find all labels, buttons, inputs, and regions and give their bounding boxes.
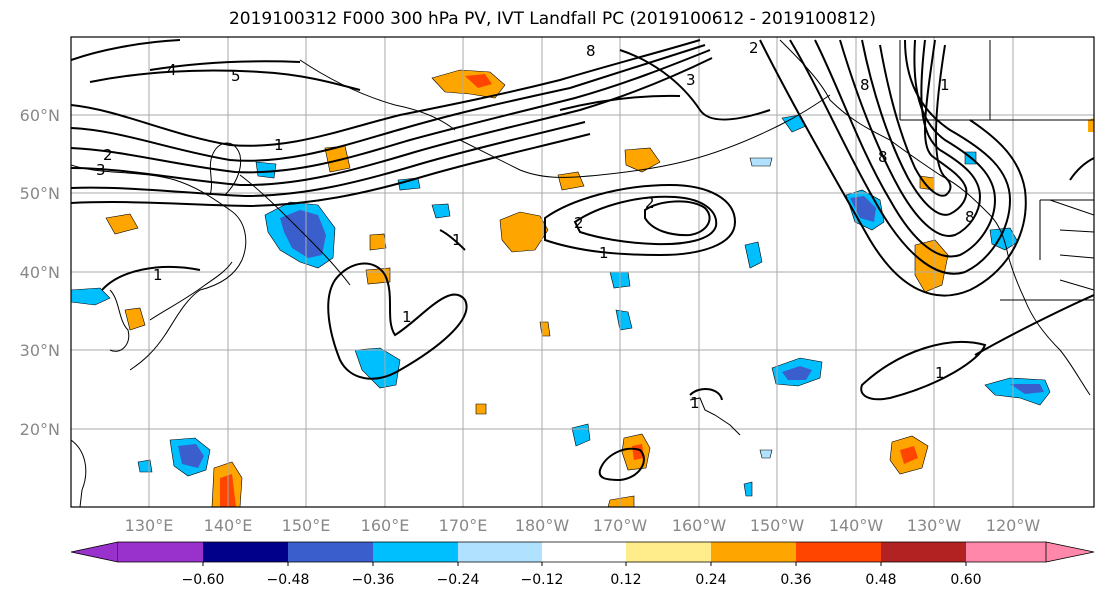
colorbar-bin bbox=[881, 542, 966, 562]
colorbar: −0.60 −0.48 −0.36 −0.24 −0.12 0.12 0.24 … bbox=[70, 541, 1095, 588]
lon-label: 170°E bbox=[439, 516, 488, 535]
colorbar-tick-label: 0.12 bbox=[610, 572, 641, 588]
contour-label: 8 bbox=[965, 208, 975, 226]
contour-label: 1 bbox=[153, 266, 163, 284]
contour-label: 2 bbox=[645, 194, 655, 212]
contour-label: 8 bbox=[860, 76, 870, 94]
longitude-labels: 130°E 140°E 150°E 160°E 170°E 180°W 170°… bbox=[125, 516, 1041, 535]
colorbar-tick-label: −0.48 bbox=[267, 572, 310, 588]
lon-label: 180°W bbox=[515, 516, 570, 535]
contour-label: 8 bbox=[586, 42, 596, 60]
contour-label: 1 bbox=[935, 364, 945, 382]
colorbar-tick-label: −0.24 bbox=[437, 572, 480, 588]
contour-label: 4 bbox=[167, 61, 177, 79]
colorbar-bin bbox=[542, 542, 626, 562]
lon-label: 140°W bbox=[829, 516, 884, 535]
lat-label: 40°N bbox=[20, 263, 60, 282]
colorbar-tick-label: −0.60 bbox=[182, 572, 225, 588]
contour-label: 3 bbox=[96, 161, 106, 179]
colorbar-bin bbox=[966, 542, 1046, 562]
latitude-labels: 60°N 50°N 40°N 30°N 20°N bbox=[20, 106, 60, 439]
lon-label: 130°E bbox=[125, 516, 174, 535]
contour-label: 3 bbox=[686, 71, 696, 89]
lon-label: 120°W bbox=[986, 516, 1041, 535]
contour-label: 2 bbox=[574, 214, 584, 232]
colorbar-bin bbox=[458, 542, 542, 562]
lon-label: 140°E bbox=[204, 516, 253, 535]
colorbar-extend-high bbox=[1045, 541, 1095, 563]
colorbar-bin bbox=[711, 542, 796, 562]
colorbar-bin bbox=[626, 542, 711, 562]
contour-label: 1 bbox=[599, 244, 609, 262]
colorbar-tick-label: 0.36 bbox=[780, 572, 811, 588]
colorbar-tick-label: 0.60 bbox=[950, 572, 981, 588]
coastlines bbox=[71, 39, 1094, 507]
colorbar-bin bbox=[796, 542, 881, 562]
lon-label: 150°E bbox=[282, 516, 331, 535]
map-panel: 4 5 3 2 1 8 2 3 1 8 2 1 2 1 1 8 8 1 1 1 bbox=[71, 37, 1094, 507]
colorbar-bin bbox=[288, 542, 373, 562]
contour-label: 1 bbox=[940, 76, 950, 94]
ivt-shading bbox=[71, 69, 1094, 507]
colorbar-extend-low bbox=[70, 541, 119, 563]
contour-label: 1 bbox=[452, 231, 462, 249]
contour-label: 8 bbox=[878, 148, 888, 166]
contour-labels: 4 5 3 2 1 8 2 3 1 8 2 1 2 1 1 8 8 1 1 1 bbox=[96, 39, 975, 412]
colorbar-tick-label: 0.48 bbox=[865, 572, 896, 588]
lat-label: 20°N bbox=[20, 420, 60, 439]
colorbar-bin bbox=[373, 542, 458, 562]
colorbar-tick-label: −0.36 bbox=[352, 572, 395, 588]
map-title: 2019100312 F000 300 hPa PV, IVT Landfall… bbox=[228, 9, 876, 29]
contour-label: 2 bbox=[103, 146, 113, 164]
contour-label: 1 bbox=[274, 136, 284, 154]
pv-contours bbox=[71, 39, 1094, 482]
lon-label: 160°W bbox=[672, 516, 727, 535]
colorbar-bin bbox=[118, 542, 203, 562]
colorbar-tick-label: −0.12 bbox=[521, 572, 564, 588]
contour-label: 5 bbox=[231, 67, 241, 85]
contour-label: 2 bbox=[749, 39, 759, 57]
lon-label: 170°W bbox=[593, 516, 648, 535]
contour-label: 1 bbox=[402, 308, 412, 326]
lon-label: 150°W bbox=[750, 516, 805, 535]
map-frame bbox=[70, 36, 1095, 508]
lat-label: 30°N bbox=[20, 341, 60, 360]
colorbar-bin bbox=[203, 542, 288, 562]
lon-label: 160°E bbox=[361, 516, 410, 535]
graticule bbox=[71, 37, 1094, 507]
lon-label: 130°W bbox=[907, 516, 962, 535]
lat-label: 50°N bbox=[20, 184, 60, 203]
contour-label: 1 bbox=[690, 394, 700, 412]
lat-label: 60°N bbox=[20, 106, 60, 125]
colorbar-tick-label: 0.24 bbox=[695, 572, 726, 588]
